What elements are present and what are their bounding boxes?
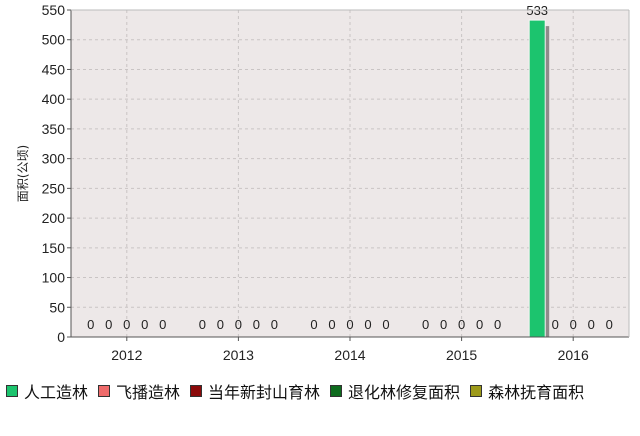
x-tick-label: 2012 bbox=[111, 347, 142, 363]
y-tick-label: 450 bbox=[42, 61, 66, 77]
data-label: 0 bbox=[87, 317, 94, 332]
legend-swatch bbox=[190, 385, 203, 397]
data-label: 0 bbox=[159, 317, 166, 332]
axes: 0 50 100 150 200 250 300 350 400 450 500 550 2012 201… bbox=[42, 2, 630, 363]
data-label: 0 bbox=[141, 317, 148, 332]
legend-label: 退化林修复面积 bbox=[348, 383, 461, 402]
bars bbox=[528, 19, 550, 338]
data-label: 0 bbox=[364, 317, 371, 332]
y-tick-label: 50 bbox=[49, 299, 65, 315]
y-tick-label: 350 bbox=[42, 121, 66, 137]
data-label: 533 bbox=[526, 3, 548, 18]
legend-swatch bbox=[470, 385, 483, 397]
x-tick-label: 2014 bbox=[334, 347, 365, 363]
data-label: 0 bbox=[476, 317, 483, 332]
data-label: 0 bbox=[328, 317, 335, 332]
data-label: 0 bbox=[588, 317, 595, 332]
legend-swatch bbox=[6, 385, 18, 397]
x-tick-label: 2013 bbox=[223, 347, 254, 363]
bar bbox=[528, 19, 546, 338]
legend-label: 飞播造林 bbox=[116, 383, 181, 402]
legend-label: 当年新封山育林 bbox=[208, 383, 321, 402]
legend-item[interactable]: 飞播造林 bbox=[98, 378, 180, 404]
data-label: 0 bbox=[552, 317, 559, 332]
legend-item[interactable]: 退化林修复面积 bbox=[330, 378, 460, 404]
y-tick-label: 150 bbox=[42, 240, 66, 256]
data-label: 0 bbox=[382, 317, 389, 332]
data-label: 0 bbox=[235, 317, 242, 332]
legend-swatch bbox=[330, 385, 343, 397]
legend-swatch bbox=[98, 385, 111, 397]
y-tick-label: 550 bbox=[42, 2, 66, 18]
y-tick-label: 250 bbox=[42, 180, 66, 196]
legend-item[interactable]: 当年新封山育林 bbox=[190, 378, 320, 404]
x-tick-label: 2016 bbox=[558, 347, 589, 363]
data-label: 0 bbox=[494, 317, 501, 332]
y-tick-label: 500 bbox=[42, 32, 66, 48]
data-label: 0 bbox=[346, 317, 353, 332]
data-label: 0 bbox=[253, 317, 260, 332]
y-tick-label: 300 bbox=[42, 151, 66, 167]
y-tick-label: 400 bbox=[42, 91, 66, 107]
data-label: 0 bbox=[422, 317, 429, 332]
data-label: 0 bbox=[217, 317, 224, 332]
data-label: 0 bbox=[570, 317, 577, 332]
y-tick-label: 200 bbox=[42, 210, 66, 226]
legend: 人工造林 飞播造林 当年新封山育林 退化林修复面积 森林抚育面积 bbox=[6, 378, 636, 404]
data-label: 0 bbox=[606, 317, 613, 332]
data-label: 0 bbox=[440, 317, 447, 332]
legend-item[interactable]: 人工造林 bbox=[6, 378, 88, 404]
x-tick-label: 2015 bbox=[446, 347, 477, 363]
y-tick-label: 0 bbox=[57, 329, 65, 345]
legend-item[interactable]: 森林抚育面积 bbox=[470, 378, 584, 404]
data-label: 0 bbox=[105, 317, 112, 332]
data-label: 0 bbox=[458, 317, 465, 332]
data-label: 0 bbox=[271, 317, 278, 332]
data-label: 0 bbox=[123, 317, 130, 332]
y-axis-label: 面积(公顷) bbox=[16, 145, 30, 202]
data-label: 0 bbox=[310, 317, 317, 332]
data-label: 0 bbox=[199, 317, 206, 332]
y-tick-label: 100 bbox=[42, 270, 66, 286]
legend-label: 森林抚育面积 bbox=[488, 383, 585, 402]
legend-label: 人工造林 bbox=[24, 383, 89, 402]
